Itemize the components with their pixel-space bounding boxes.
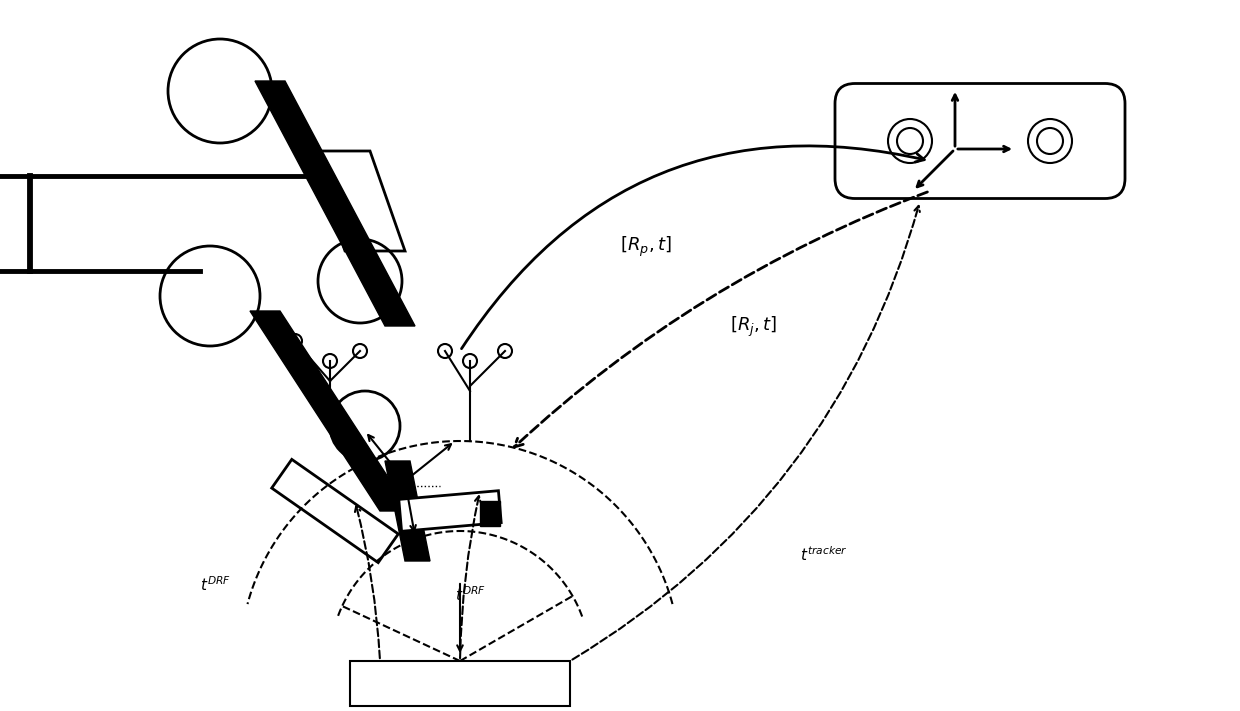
FancyArrowPatch shape bbox=[515, 192, 928, 447]
Polygon shape bbox=[384, 461, 430, 561]
Polygon shape bbox=[272, 459, 398, 562]
FancyArrowPatch shape bbox=[461, 146, 924, 348]
Text: $[R_j,t]$: $[R_j,t]$ bbox=[730, 315, 777, 339]
Text: $t^{DRF}$: $t^{DRF}$ bbox=[200, 575, 231, 594]
Text: $t^{tracker}$: $t^{tracker}$ bbox=[800, 545, 848, 564]
Polygon shape bbox=[480, 501, 500, 526]
Polygon shape bbox=[399, 491, 501, 531]
Polygon shape bbox=[255, 81, 415, 326]
Bar bbox=[350, 661, 570, 706]
Polygon shape bbox=[250, 311, 410, 511]
Text: $[R_p,t]$: $[R_p,t]$ bbox=[620, 235, 672, 259]
Text: $t^{DRF}$: $t^{DRF}$ bbox=[455, 585, 486, 604]
